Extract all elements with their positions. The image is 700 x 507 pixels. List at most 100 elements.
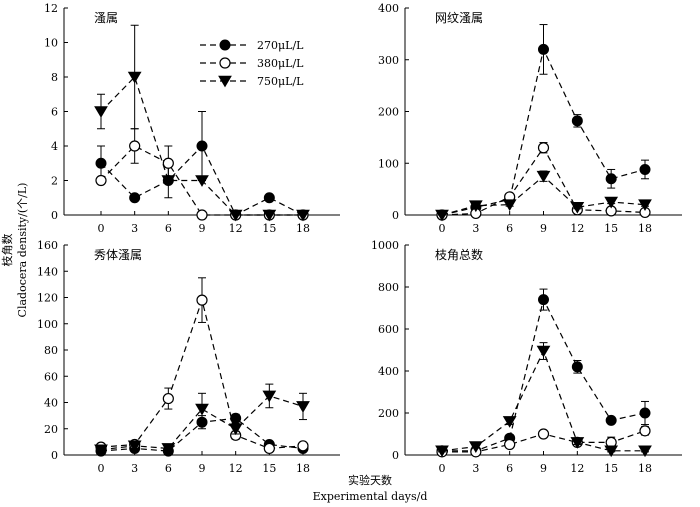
data-point-series-3: [296, 401, 310, 413]
data-point-series-3: [638, 445, 652, 458]
legend-label: 380μL/L: [257, 57, 304, 70]
y-tick-label: 200: [378, 407, 399, 420]
data-point-series-3: [604, 445, 619, 458]
y-tick-label: 0: [51, 209, 58, 222]
x-axis-label-cn: 实验天数: [348, 473, 392, 487]
legend-marker: [219, 57, 231, 69]
x-tick-label: 18: [296, 462, 310, 475]
y-tick-label: 400: [378, 2, 399, 15]
legend-marker: [219, 39, 231, 51]
chart-panel-3: 0 20 40 60 80 100 120 140 160 0 3 6 9 12 15 18 秀体溞属: [37, 239, 340, 475]
y-tick-label: 8: [51, 71, 58, 84]
x-tick-label: 0: [98, 222, 105, 235]
data-point-series-2: [95, 174, 107, 187]
data-point-series-1: [538, 294, 549, 306]
y-tick-label: 40: [44, 397, 58, 410]
data-point-series-3: [502, 416, 517, 428]
x-tick-label: 15: [262, 462, 276, 475]
legend-label: 270μL/L: [257, 39, 304, 52]
data-point-series-3: [468, 441, 483, 453]
data-point-series-3: [536, 345, 551, 358]
x-tick-label: 18: [638, 222, 652, 235]
y-tick-label: 1000: [371, 239, 399, 252]
panel-title: 溞属: [94, 11, 118, 25]
data-point-series-1: [129, 192, 141, 204]
series-line-1: [442, 297, 646, 452]
data-point-series-3: [435, 445, 449, 458]
data-point-series-1: [605, 173, 617, 185]
data-point-series-3: [127, 71, 142, 84]
data-point-series-3: [94, 444, 108, 457]
data-point-series-2: [196, 209, 208, 221]
y-tick-label: 300: [378, 54, 399, 67]
data-point-series-3: [161, 175, 176, 187]
x-tick-label: 0: [439, 222, 446, 235]
data-point-series-3: [536, 170, 551, 183]
y-tick-label: 60: [44, 370, 58, 383]
data-point-series-3: [262, 209, 277, 222]
data-point-series-2: [162, 157, 174, 169]
data-point-series-3: [638, 199, 652, 212]
x-tick-label: 6: [506, 462, 513, 475]
panel-title: 枝角总数: [435, 247, 483, 262]
data-point-series-1: [571, 115, 583, 127]
data-point-series-2: [129, 140, 141, 152]
x-tick-label: 0: [439, 462, 446, 475]
x-tick-label: 12: [570, 222, 584, 235]
data-point-series-3: [468, 200, 483, 213]
data-point-series-3: [161, 443, 176, 455]
data-point-series-1: [538, 43, 549, 55]
y-tick-label: 0: [392, 209, 399, 222]
y-tick-label: 6: [51, 106, 58, 119]
y-tick-label: 400: [378, 365, 399, 378]
y-tick-label: 0: [51, 449, 58, 462]
x-tick-label: 3: [131, 222, 138, 235]
x-tick-label: 6: [165, 222, 172, 235]
data-point-series-3: [228, 423, 243, 436]
data-point-series-1: [196, 140, 208, 152]
data-point-series-3: [296, 209, 310, 222]
data-point-series-3: [570, 437, 585, 449]
panel-title: 秀体溞属: [94, 248, 142, 262]
y-tick-label: 10: [44, 37, 58, 50]
y-tick-label: 20: [44, 423, 58, 436]
x-tick-label: 9: [199, 222, 206, 235]
y-tick-label: 4: [51, 140, 58, 153]
y-tick-label: 80: [44, 344, 58, 357]
y-tick-label: 140: [37, 265, 58, 278]
x-tick-label: 3: [472, 222, 479, 235]
legend-marker: [218, 75, 232, 88]
x-tick-label: 0: [98, 462, 105, 475]
legend-label: 750μL/L: [257, 75, 304, 88]
data-point-series-1: [263, 192, 275, 204]
legend: 270μL/L 380μL/L 750μL/L: [200, 39, 304, 88]
data-point-series-2: [263, 442, 275, 455]
x-tick-label: 9: [540, 222, 547, 235]
x-axis-label-en: Experimental days/d: [313, 490, 428, 503]
data-point-series-1: [639, 407, 651, 419]
x-tick-label: 18: [296, 222, 310, 235]
data-point-series-3: [570, 201, 585, 214]
data-point-series-2: [196, 294, 208, 306]
data-point-series-3: [604, 196, 619, 209]
data-point-series-3: [94, 106, 108, 118]
x-tick-label: 6: [506, 222, 513, 235]
y-tick-label: 100: [378, 157, 399, 170]
data-point-series-2: [537, 428, 550, 440]
y-tick-label: 100: [37, 318, 58, 331]
data-point-series-2: [162, 392, 174, 405]
chart-panel-1: 0 2 4 6 8 10 12 0 3 6 9 12 15 18 溞属 270μL/L 380μL/L 750μL…: [44, 2, 340, 235]
data-point-series-2: [297, 440, 309, 452]
chart-panel-2: 0 100 200 300 400 0 3 6 9 12 15 18 网纹溞属: [378, 2, 682, 235]
y-tick-label: 0: [392, 449, 399, 462]
x-tick-label: 12: [229, 222, 243, 235]
y-tick-label: 200: [378, 106, 399, 119]
y-tick-label: 600: [378, 323, 399, 336]
y-tick-label: 800: [378, 281, 399, 294]
panel-title: 网纹溞属: [435, 11, 483, 25]
x-tick-label: 15: [604, 222, 618, 235]
y-tick-label: 2: [51, 175, 58, 188]
data-point-series-2: [639, 425, 651, 437]
